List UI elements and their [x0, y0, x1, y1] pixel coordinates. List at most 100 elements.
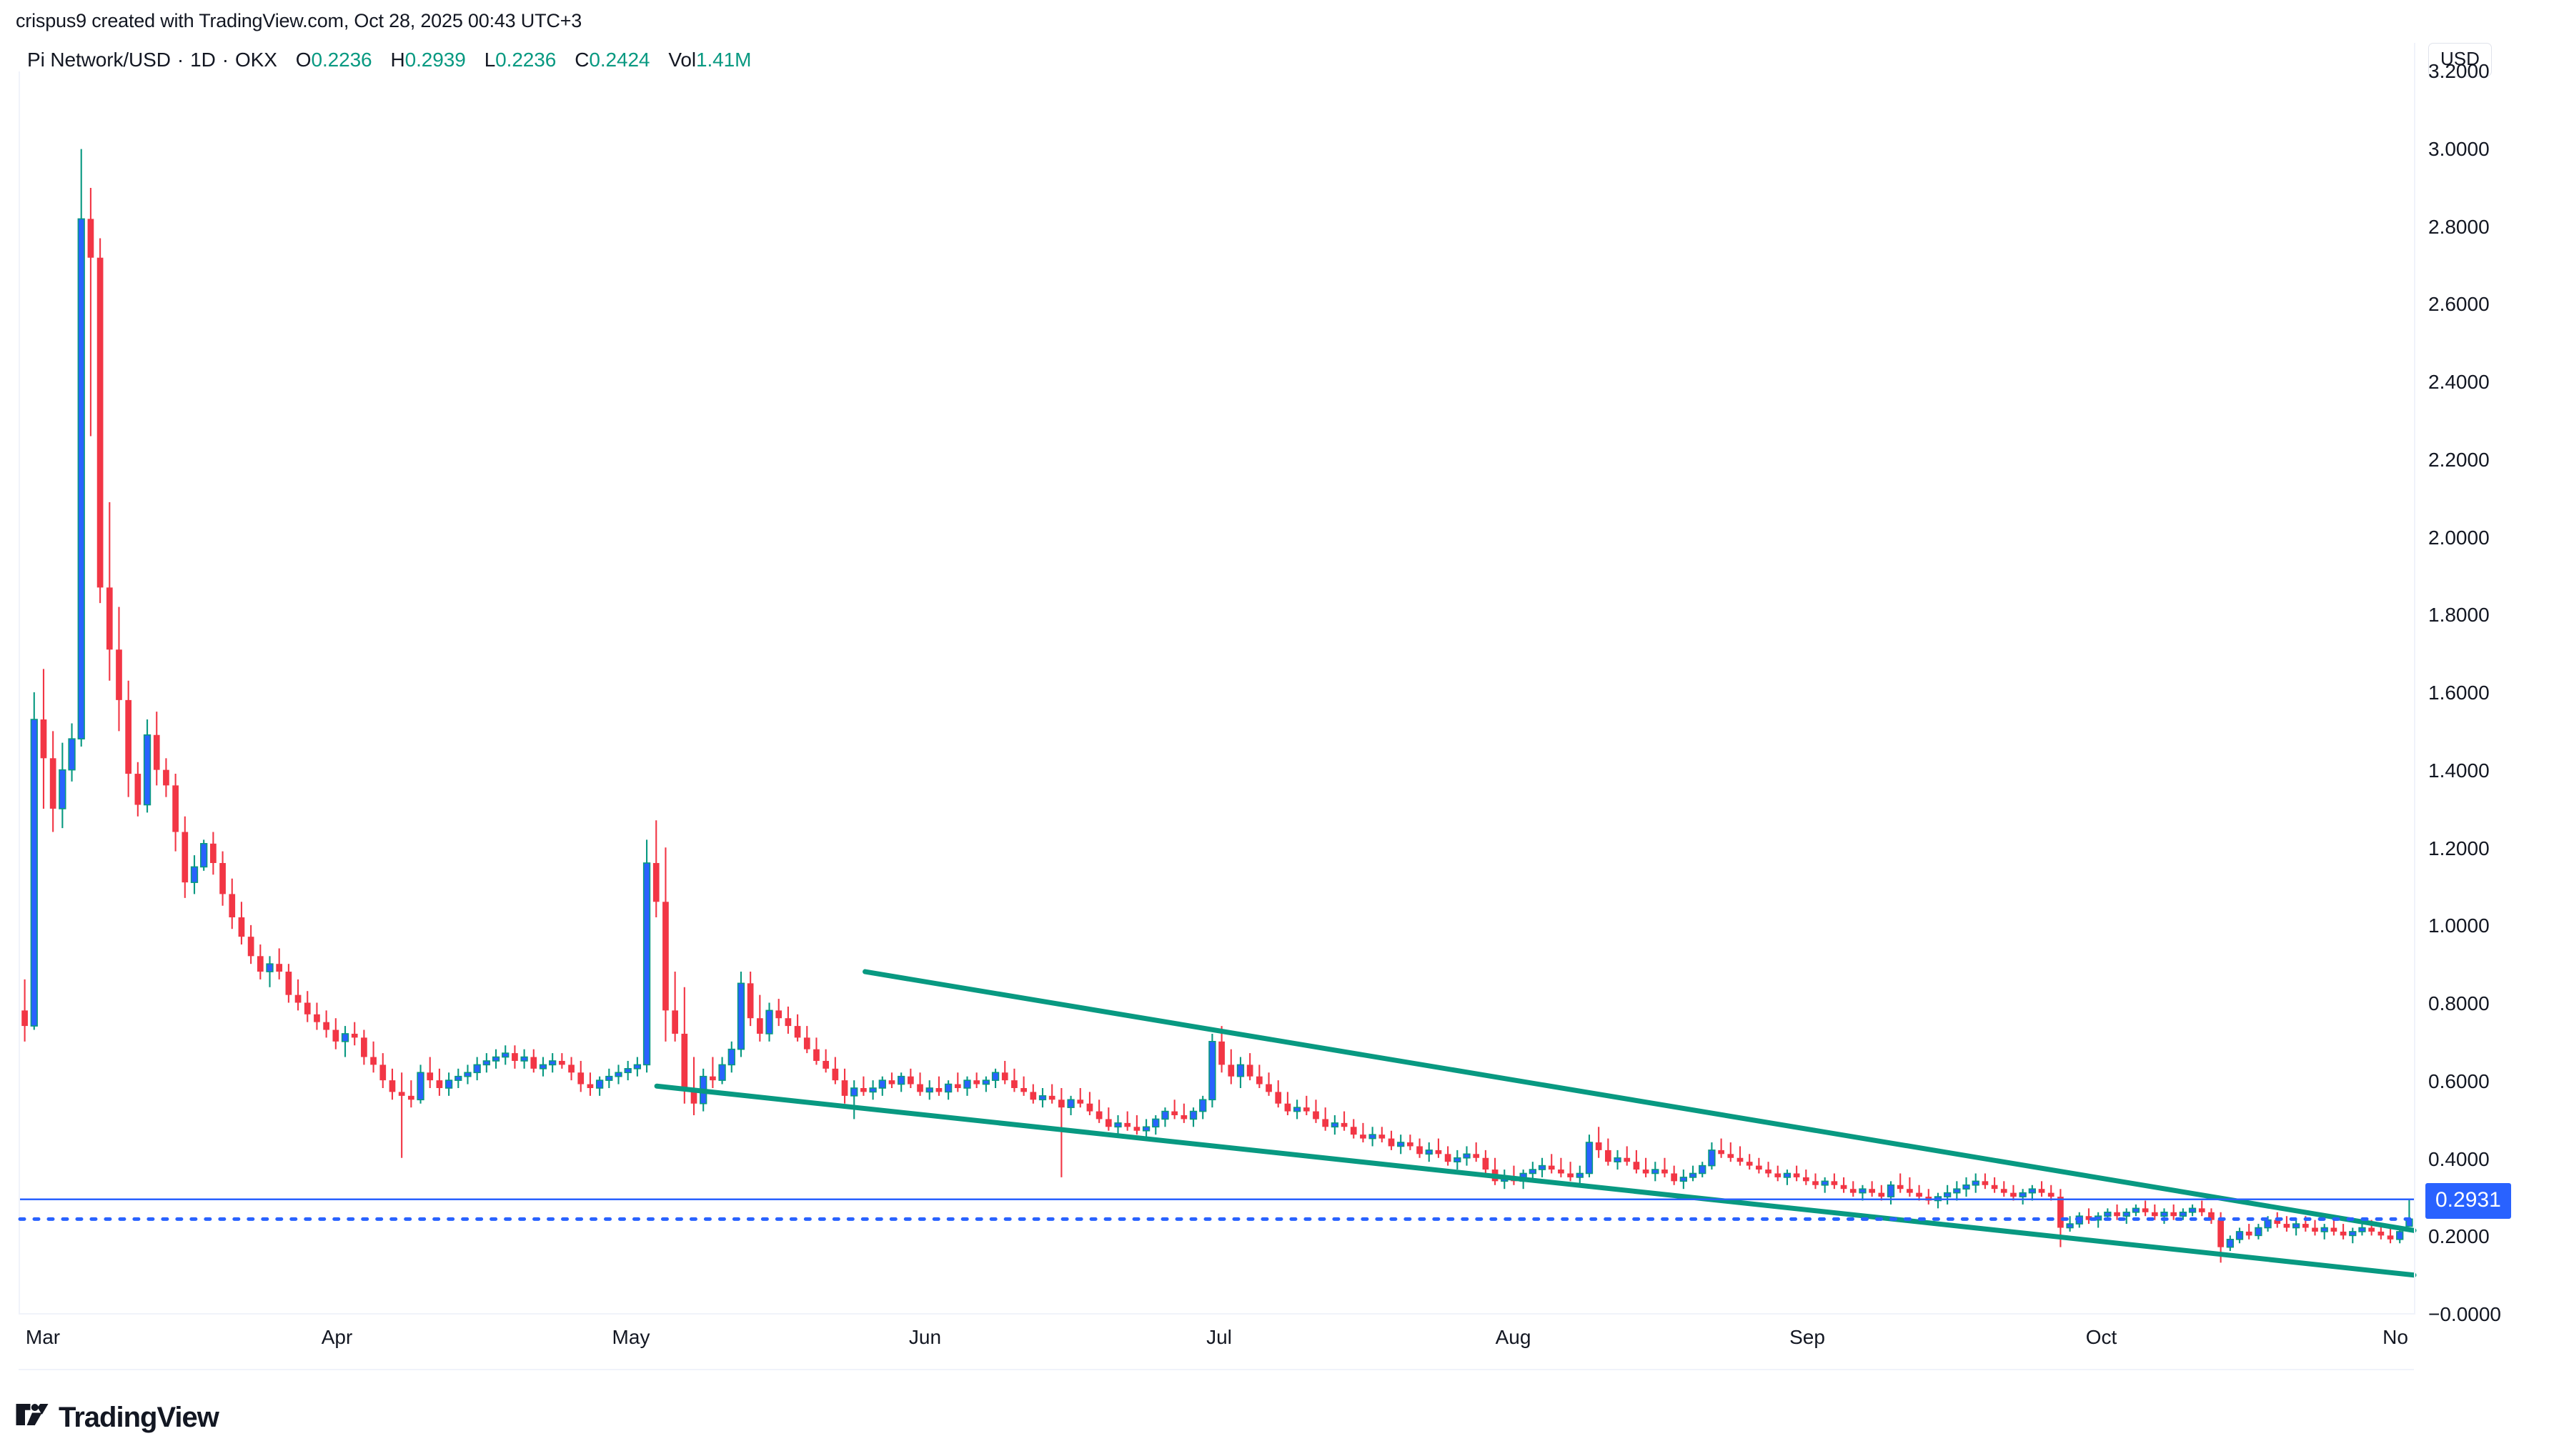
- candle-body: [2255, 1227, 2262, 1237]
- legend-open: O 0.2236: [296, 49, 372, 71]
- candle-body: [492, 1056, 500, 1062]
- candle-body: [1727, 1154, 1734, 1158]
- candle-body: [1011, 1080, 1018, 1088]
- candle-body: [1001, 1072, 1008, 1081]
- candle-body: [832, 1068, 839, 1081]
- candle-body: [2330, 1227, 2337, 1232]
- candle-body: [1331, 1122, 1339, 1128]
- tradingview-wordmark: TradingView: [59, 1402, 219, 1433]
- candle-body: [163, 769, 169, 786]
- candle-body: [87, 219, 94, 258]
- candle-body: [1943, 1192, 1952, 1197]
- candle-body: [1567, 1173, 1574, 1177]
- candle-body: [2235, 1231, 2244, 1240]
- candle-body: [642, 862, 651, 1066]
- candle-series: [21, 149, 2413, 1263]
- candle-body: [794, 1026, 801, 1038]
- candle-body: [1388, 1138, 1395, 1147]
- candle-body: [2349, 1231, 2357, 1237]
- candle-body: [577, 1072, 585, 1084]
- candle-body: [2208, 1212, 2215, 1220]
- candle-body: [624, 1068, 632, 1074]
- candle-body: [1595, 1142, 1602, 1150]
- candle-body: [1124, 1122, 1131, 1127]
- legend-interval[interactable]: 1D: [190, 49, 216, 71]
- price-axis-tick: 1.2000: [2428, 837, 2490, 859]
- legend-close: C 0.2424: [575, 49, 650, 71]
- legend-low-value: 0.2236: [495, 49, 557, 71]
- candle-body: [1802, 1177, 1809, 1182]
- legend-separator-1: ·: [177, 49, 184, 71]
- candle-body: [1529, 1169, 1536, 1175]
- candle-body: [841, 1080, 848, 1096]
- candle-body: [756, 1018, 763, 1034]
- candle-body: [1671, 1173, 1678, 1182]
- candle-body: [559, 1060, 565, 1065]
- candle-body: [690, 1087, 697, 1104]
- candle-body: [615, 1072, 622, 1077]
- price-axis-tick: 3.2000: [2428, 60, 2490, 82]
- candle-body: [2010, 1192, 2017, 1197]
- candle-body: [908, 1076, 914, 1084]
- candle-body: [502, 1052, 510, 1058]
- price-axis-tick: 0.8000: [2428, 992, 2490, 1014]
- time-axis[interactable]: Mar Apr May Jun Jul Aug Sep Oct No: [19, 1316, 2414, 1370]
- candle-body: [1397, 1142, 1405, 1147]
- candle-body: [1303, 1107, 1310, 1112]
- candle-body: [2292, 1223, 2300, 1229]
- candle-body: [427, 1072, 434, 1081]
- price-axis-tick: 0.4000: [2428, 1147, 2490, 1170]
- candle-body: [2160, 1211, 2168, 1217]
- candle-body: [850, 1087, 858, 1097]
- candle-body: [954, 1084, 961, 1088]
- candle-body: [1199, 1099, 1207, 1112]
- legend-symbol[interactable]: Pi Network/USD: [27, 49, 171, 71]
- candle-body: [1821, 1180, 1829, 1186]
- price-axis-tick: −0.0000: [2428, 1303, 2501, 1325]
- candle-body: [2302, 1224, 2309, 1228]
- candle-body: [2226, 1239, 2234, 1248]
- candle-body: [1030, 1092, 1037, 1100]
- price-axis-tick: 0.2000: [2428, 1225, 2490, 1248]
- legend-volume-label: Vol: [668, 49, 697, 71]
- candle-body: [1991, 1185, 1998, 1190]
- legend-exchange[interactable]: OKX: [234, 49, 277, 71]
- candle-body: [1454, 1157, 1461, 1162]
- candle-body: [672, 1010, 678, 1034]
- descending-channel-upper: [863, 969, 2417, 1233]
- candlestick-plot-area[interactable]: [18, 71, 2417, 1315]
- attribution-text: crispus9 created with TradingView.com, O…: [16, 10, 582, 31]
- candle-body: [1953, 1188, 1961, 1194]
- candle-body: [30, 719, 38, 1027]
- candle-body: [464, 1072, 472, 1077]
- candle-body: [323, 1022, 329, 1030]
- candle-body: [1756, 1165, 1762, 1170]
- time-axis-tick: No: [2382, 1326, 2408, 1348]
- candle-body: [116, 649, 122, 700]
- price-axis[interactable]: USD 3.2000 3.0000 2.8000 2.6000 2.4000 2.2000…: [2414, 43, 2554, 1325]
- price-axis-tick: 2.6000: [2428, 293, 2490, 316]
- candle-body: [379, 1064, 387, 1081]
- candle-body: [1679, 1177, 1688, 1182]
- price-axis-tick: 1.0000: [2428, 914, 2490, 937]
- candle-body: [1736, 1157, 1744, 1162]
- candle-body: [775, 1010, 782, 1019]
- currency-chip[interactable]: USD: [2428, 43, 2492, 76]
- candle-body: [2132, 1207, 2140, 1213]
- candle-body: [1086, 1103, 1093, 1112]
- candle-body: [1633, 1162, 1640, 1170]
- candle-body: [257, 956, 264, 972]
- candle-body: [1341, 1122, 1348, 1127]
- time-axis-tick: Sep: [1789, 1326, 1825, 1348]
- candle-body: [549, 1060, 557, 1066]
- candle-body: [991, 1072, 1000, 1081]
- candle-body: [1812, 1181, 1819, 1185]
- candle-body: [1275, 1092, 1282, 1104]
- time-axis-tick: May: [612, 1326, 650, 1348]
- candle-body: [662, 902, 669, 1011]
- candle-body: [785, 1018, 792, 1027]
- candle-body: [935, 1087, 943, 1092]
- candle-body: [2358, 1227, 2366, 1232]
- candle-body: [1576, 1172, 1584, 1178]
